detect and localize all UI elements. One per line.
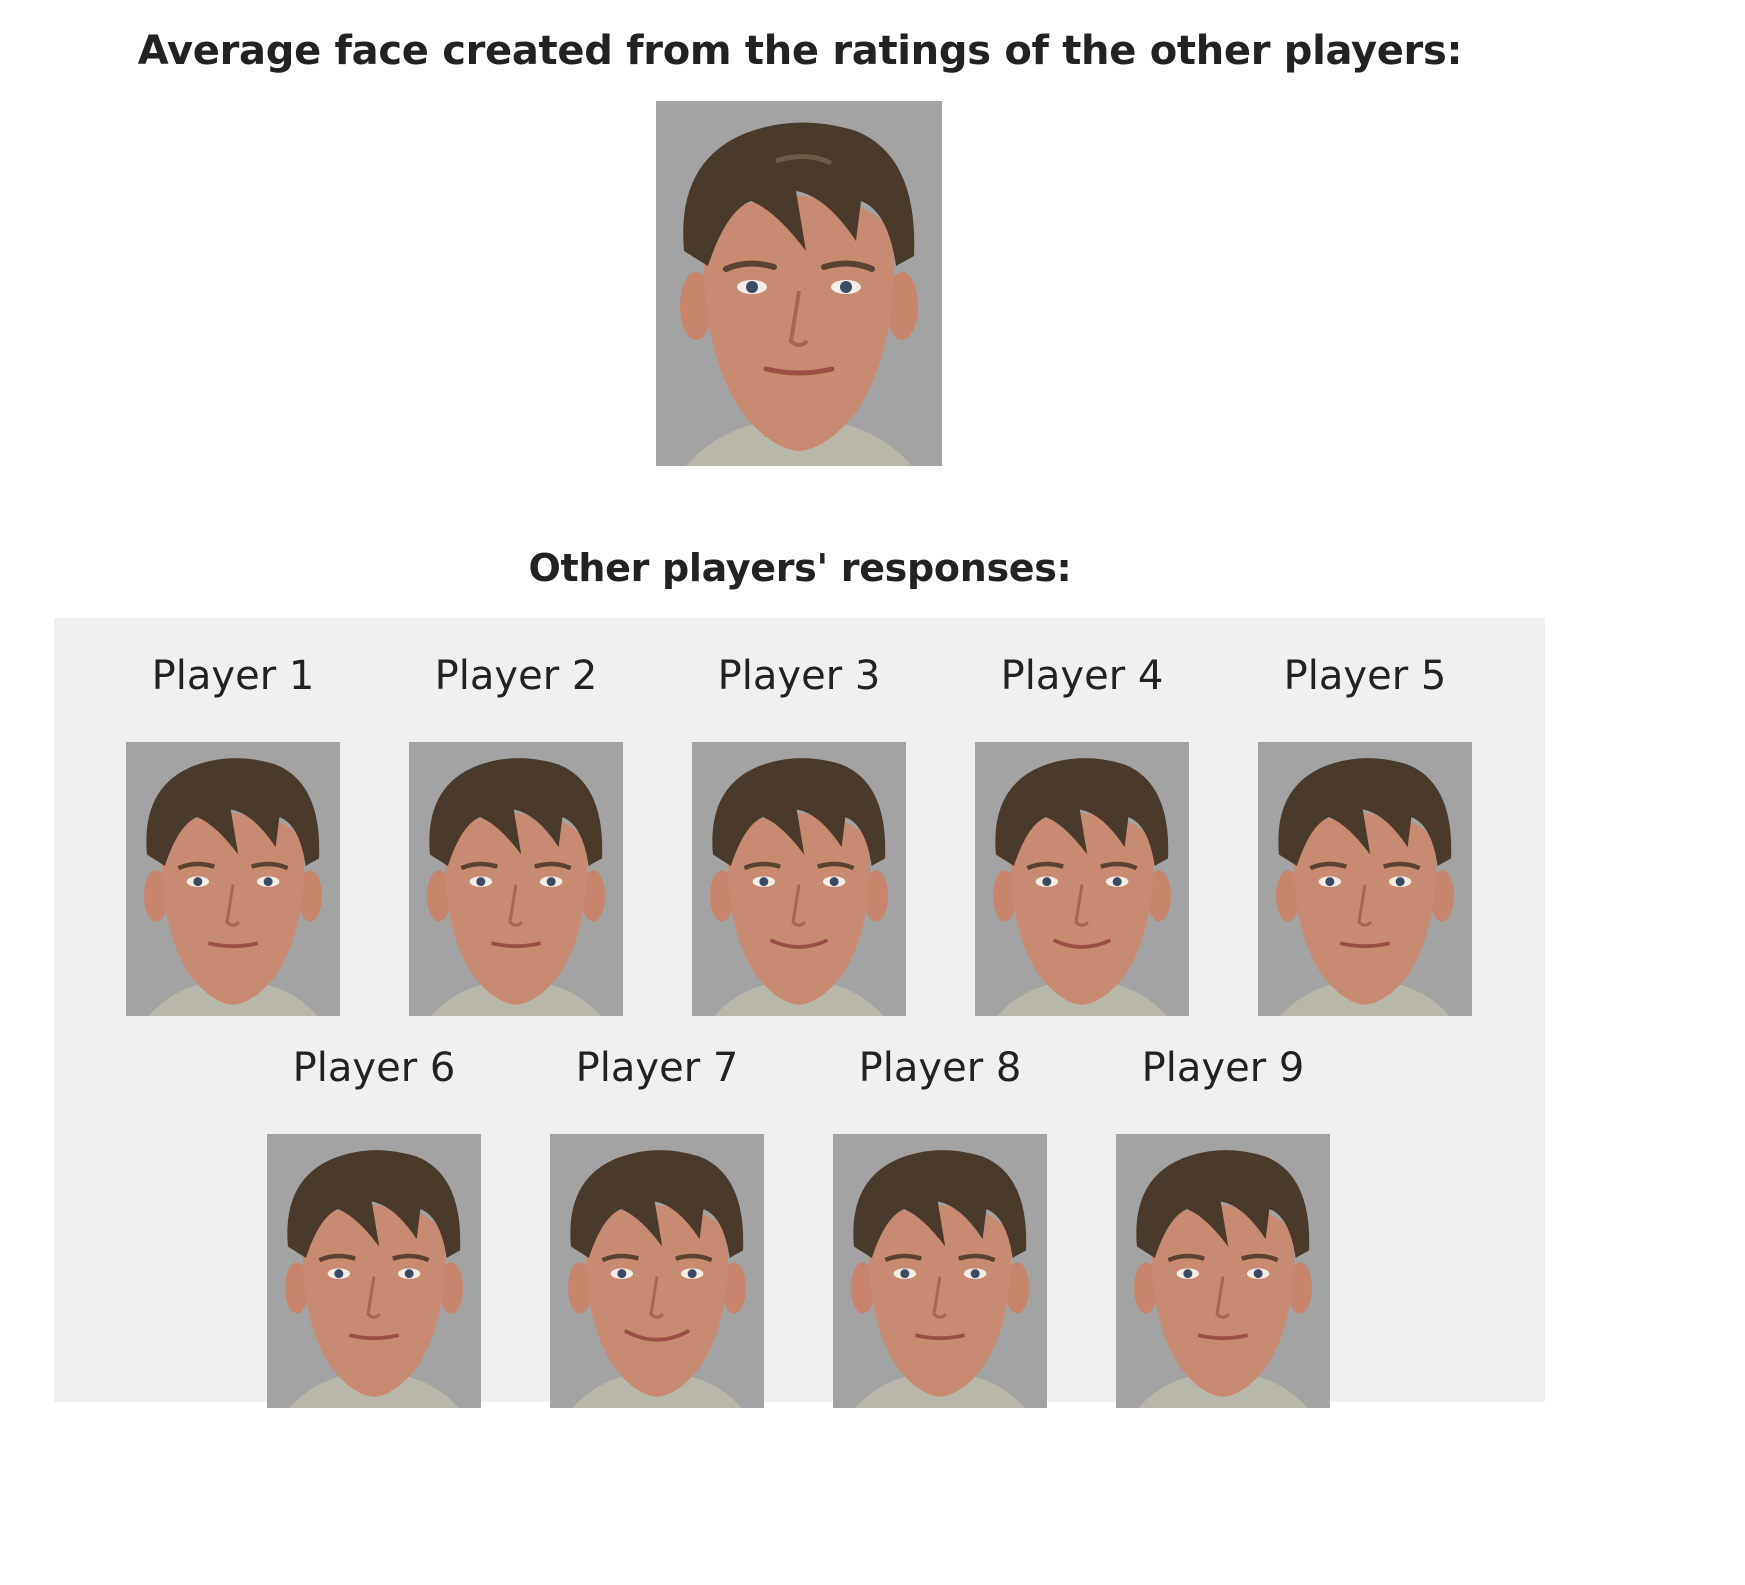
face-portrait-icon: [409, 742, 623, 1016]
face-portrait-icon: [975, 742, 1189, 1016]
player-label: Player 3: [717, 653, 881, 699]
player-face-image: [126, 742, 340, 1016]
player-card-9: Player 9: [1116, 1040, 1330, 1408]
face-portrait-icon: [126, 742, 340, 1016]
average-face-title: Average face created from the ratings of…: [137, 28, 1463, 74]
player-card-1: Player 1: [126, 648, 340, 1016]
face-portrait-icon: [550, 1134, 764, 1408]
player-face-image: [833, 1134, 1047, 1408]
player-label: Player 5: [1283, 653, 1447, 699]
face-portrait-icon: [692, 742, 906, 1016]
player-card-8: Player 8: [833, 1040, 1047, 1408]
player-face-image: [1258, 742, 1472, 1016]
player-label: Player 9: [1141, 1045, 1305, 1091]
player-card-2: Player 2: [409, 648, 623, 1016]
other-players-title: Other players' responses:: [528, 546, 1072, 590]
player-card-6: Player 6: [267, 1040, 481, 1408]
face-portrait-icon: [267, 1134, 481, 1408]
player-card-4: Player 4: [975, 648, 1189, 1016]
player-face-image: [975, 742, 1189, 1016]
player-label: Player 6: [292, 1045, 456, 1091]
player-label: Player 2: [434, 653, 598, 699]
player-card-3: Player 3: [692, 648, 906, 1016]
face-portrait-icon: [1116, 1134, 1330, 1408]
face-portrait-icon: [1258, 742, 1472, 1016]
player-label: Player 8: [858, 1045, 1022, 1091]
player-face-image: [692, 742, 906, 1016]
player-face-image: [1116, 1134, 1330, 1408]
player-card-7: Player 7: [550, 1040, 764, 1408]
player-face-image: [550, 1134, 764, 1408]
player-face-image: [409, 742, 623, 1016]
player-card-5: Player 5: [1258, 648, 1472, 1016]
face-portrait-icon: [656, 101, 942, 466]
face-portrait-icon: [833, 1134, 1047, 1408]
player-label: Player 4: [1000, 653, 1164, 699]
player-label: Player 7: [575, 1045, 739, 1091]
responses-panel: Player 1 Player 2: [54, 618, 1545, 1408]
player-face-image: [267, 1134, 481, 1408]
average-face-image: [656, 101, 942, 466]
player-label: Player 1: [151, 653, 315, 699]
